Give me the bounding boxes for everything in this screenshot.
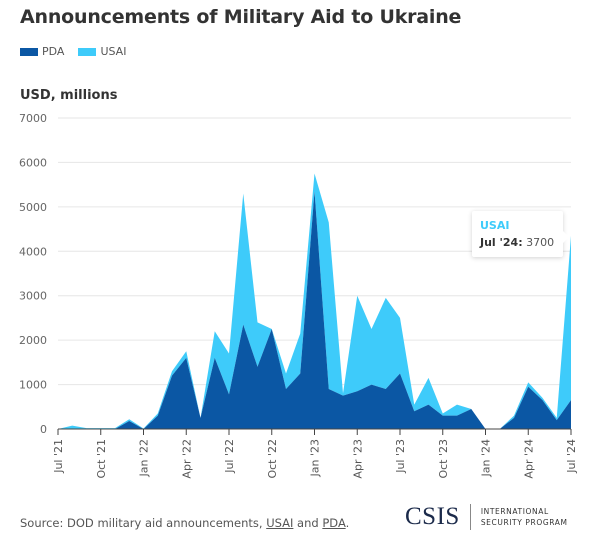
source-link-usai[interactable]: USAI xyxy=(266,516,294,530)
x-axis: Jul '21 Oct '21 Jan '22 Apr '22 Jul '22 Oct '… xyxy=(52,428,578,479)
logo-program-line2: SECURITY PROGRAM xyxy=(480,518,568,527)
x-tick-label: Jan '22 xyxy=(138,439,151,477)
x-tick-label: Jan '24 xyxy=(480,439,493,477)
x-tick-label: Oct '22 xyxy=(266,439,279,479)
x-tick-label: Jul '23 xyxy=(394,439,407,474)
chart-title: Announcements of Military Aid to Ukraine xyxy=(20,6,462,28)
y-axis-labels: 0 1000 2000 3000 4000 5000 6000 7000 xyxy=(19,112,47,436)
x-tick-label: Jul '22 xyxy=(223,439,236,474)
x-tick-label: Jul '21 xyxy=(52,439,65,474)
tooltip-series: USAI xyxy=(480,219,510,232)
y-tick-label: 1000 xyxy=(19,379,47,392)
x-tick-label: Apr '24 xyxy=(522,439,535,479)
x-tick-label: Jul '24 xyxy=(565,439,578,474)
logo-divider xyxy=(469,504,471,530)
area-usai xyxy=(58,173,571,429)
logo-program: INTERNATIONAL SECURITY PROGRAM xyxy=(481,506,568,528)
legend-label-pda: PDA xyxy=(42,45,65,58)
legend-item-pda[interactable]: PDA xyxy=(20,45,64,58)
x-tick-label: Apr '22 xyxy=(180,439,193,479)
source-mid: and xyxy=(293,516,323,530)
y-tick-label: 6000 xyxy=(19,156,47,169)
legend-swatch-usai xyxy=(78,47,97,56)
tooltip-label: Jul '24: xyxy=(480,236,523,249)
legend: PDA USAI xyxy=(20,45,140,58)
legend-swatch-pda xyxy=(20,47,38,56)
x-tick-label: Apr '23 xyxy=(351,439,364,479)
y-tick-label: 0 xyxy=(40,423,47,436)
logo-wordmark: CSIS xyxy=(405,503,460,530)
x-tick-label: Jan '23 xyxy=(309,439,322,477)
source-suffix: . xyxy=(345,516,350,530)
area-pda xyxy=(58,191,571,429)
y-axis-unit-label: USD, millions xyxy=(20,88,118,103)
y-tick-label: 4000 xyxy=(19,245,47,258)
csis-logo: CSIS INTERNATIONAL SECURITY PROGRAM xyxy=(405,503,568,531)
y-tick-label: 2000 xyxy=(19,334,47,347)
source-note: Source: DOD military aid announcements, … xyxy=(20,516,349,530)
tooltip: USAI Jul '24: 3700 xyxy=(472,211,570,257)
logo-program-line1: INTERNATIONAL xyxy=(480,507,549,516)
x-tick-label: Oct '21 xyxy=(95,439,108,479)
areas xyxy=(58,173,571,429)
x-tick-label: Oct '23 xyxy=(437,439,450,479)
tooltip-value: 3700 xyxy=(526,236,555,249)
y-tick-label: 7000 xyxy=(19,112,47,125)
legend-item-usai[interactable]: USAI xyxy=(78,45,126,58)
y-tick-label: 5000 xyxy=(19,201,47,214)
y-tick-label: 3000 xyxy=(19,290,47,303)
source-link-pda[interactable]: PDA xyxy=(322,516,346,530)
source-prefix: Source: DOD military aid announcements, xyxy=(20,516,267,530)
legend-label-usai: USAI xyxy=(100,45,127,58)
